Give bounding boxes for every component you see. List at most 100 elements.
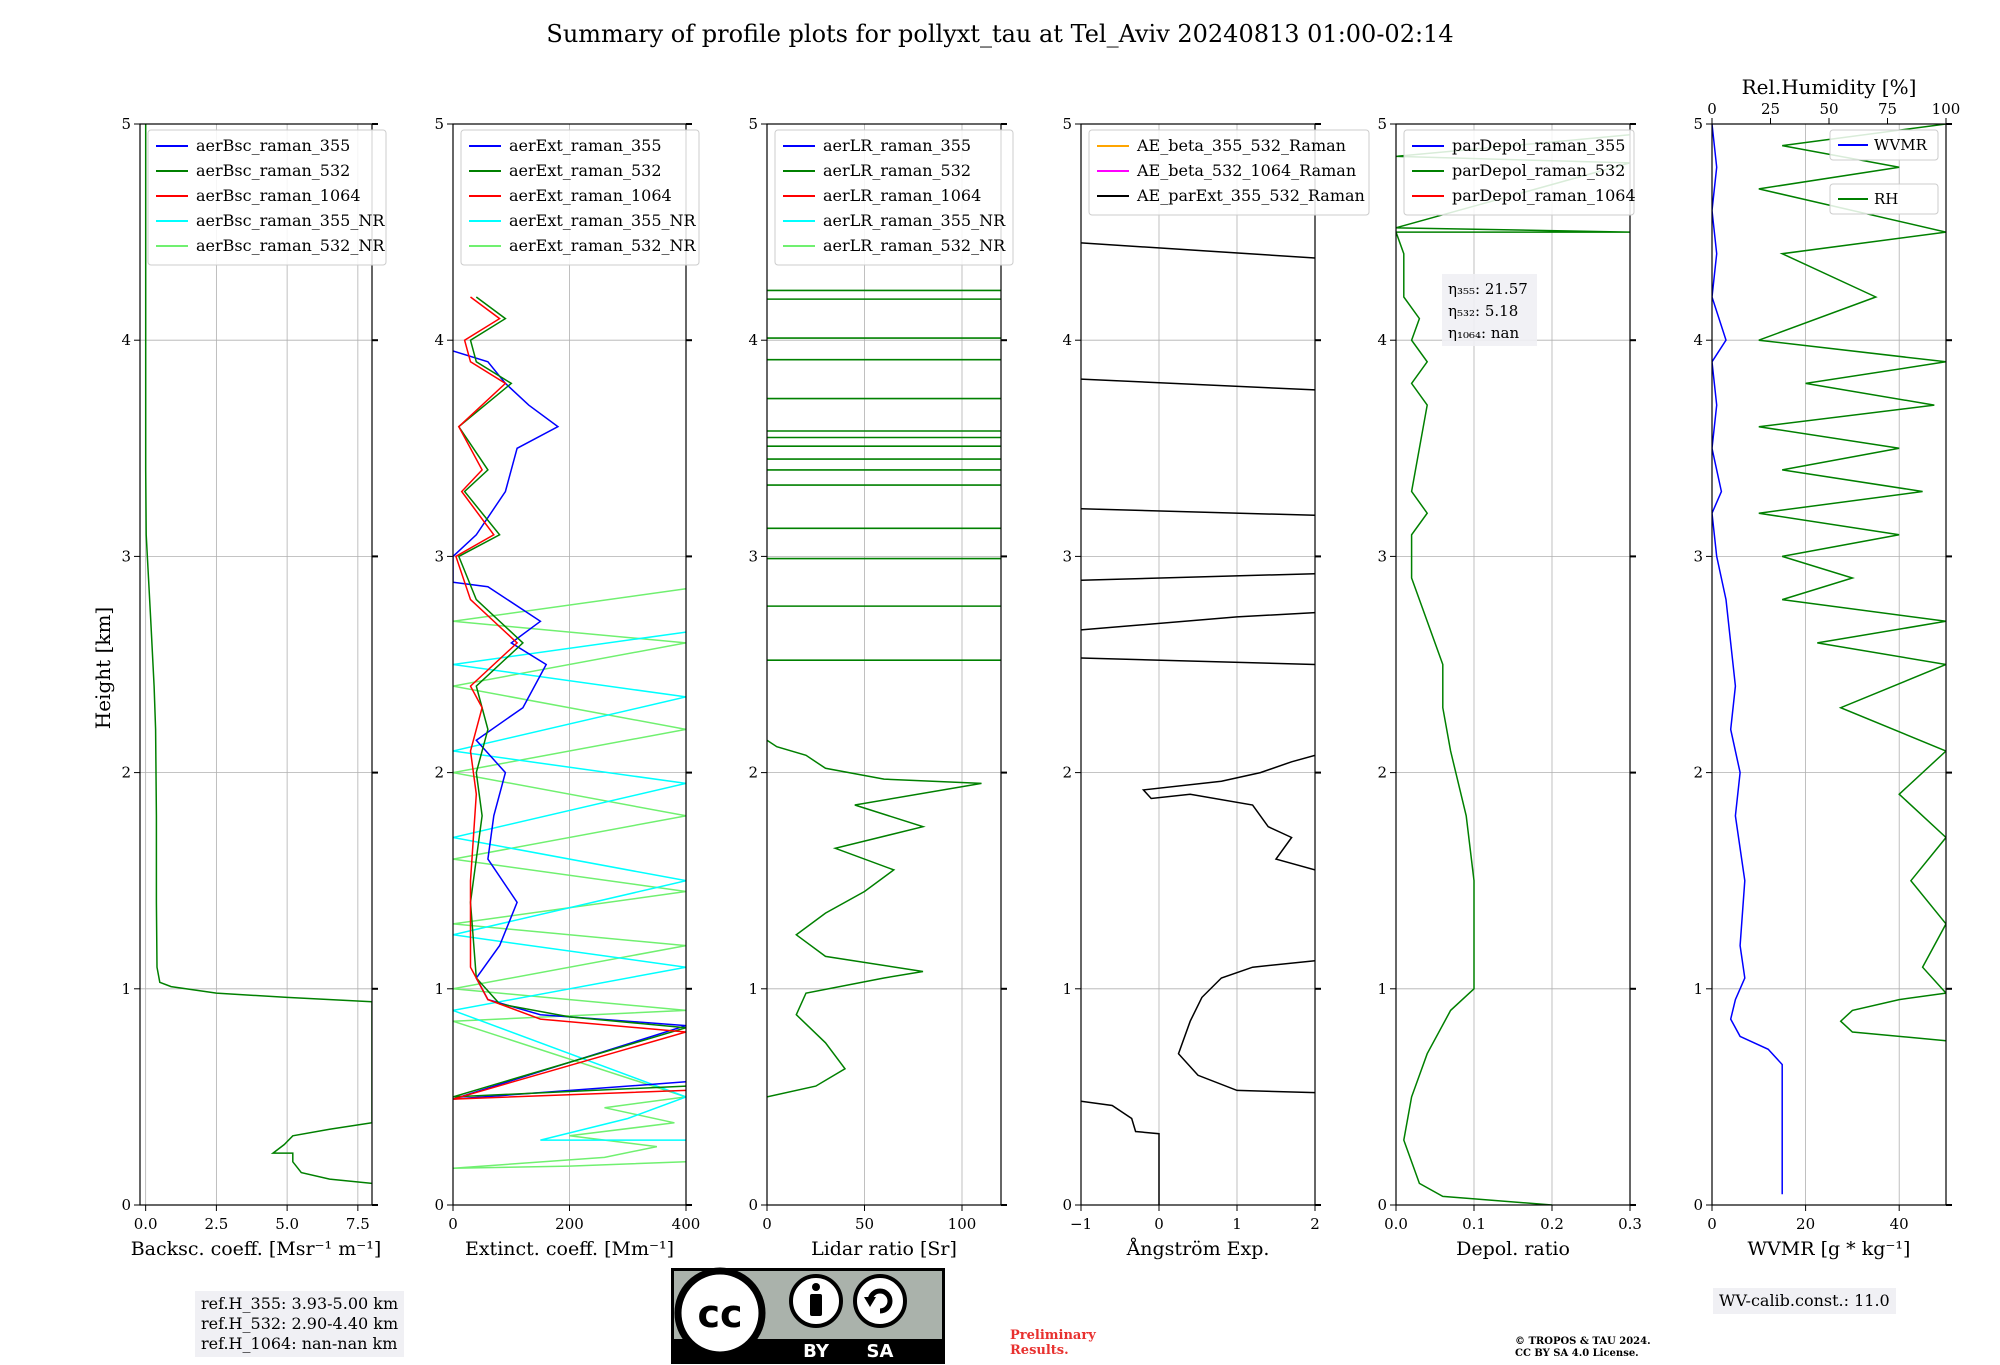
eta-annotation-box	[1442, 274, 1537, 346]
ref-height-1064: ref.H_1064: nan-nan km	[201, 1334, 398, 1353]
share-alike-arrowhead	[864, 1297, 876, 1307]
x-tick-label: 7.5	[346, 1215, 370, 1233]
y-tick-label: 3	[434, 547, 444, 565]
top-x-tick-label: 100	[1932, 100, 1961, 118]
legend-label: aerLR_raman_355_NR	[823, 211, 1006, 230]
panel-ext: 0 1 2 3 4 5 0 200 400 Extinct. coeff. [Mm⁻¹] aerEx…	[434, 115, 700, 1260]
cc-letters: cc	[697, 1292, 742, 1336]
legend-label: RH	[1874, 190, 1898, 208]
attribution-head	[812, 1283, 820, 1291]
legend-label: parDepol_raman_355	[1452, 136, 1625, 155]
top-x-tick-label: 25	[1761, 100, 1780, 118]
y-tick-label: 5	[1062, 115, 1072, 133]
ref-height-355: ref.H_355: 3.93-5.00 km	[201, 1294, 399, 1313]
copyright-line-2: CC BY SA 4.0 License.	[1515, 1348, 1639, 1359]
series-line-parDepol_raman_532	[1396, 134, 1630, 1205]
legend-label: aerExt_raman_532	[509, 161, 662, 180]
x-tick-label: 0	[1154, 1215, 1164, 1233]
y-tick-label: 1	[121, 980, 131, 998]
series-group	[1081, 242, 1315, 1205]
y-tick-label: 4	[434, 331, 444, 349]
x-tick-label: 40	[1890, 1215, 1909, 1233]
y-tick-label: 3	[1693, 547, 1703, 565]
y-tick-label: 4	[121, 331, 131, 349]
x-tick-label: 100	[948, 1215, 977, 1233]
y-axis-label: Height [km]	[91, 607, 115, 729]
legend-box	[1829, 183, 1939, 215]
axes-frame	[1395, 123, 1631, 1206]
series-line-RH	[1758, 124, 1946, 1042]
series-line-aerLR_raman_532	[767, 739, 982, 1098]
y-tick-label: 0	[1693, 1196, 1703, 1214]
series-group	[1712, 124, 1946, 1195]
y-tick-label: 2	[748, 764, 758, 782]
legend-label: AE_beta_532_1064_Raman	[1136, 161, 1356, 180]
x-tick-label: 5.0	[275, 1215, 299, 1233]
panel-depol: 0 1 2 3 4 5 0.0 0.1 0.2 0.3 Depol. ratio parDepol_r…	[1377, 115, 1641, 1260]
x-tick-label: −1	[1070, 1215, 1092, 1233]
x-tick-label: 0.0	[1384, 1215, 1408, 1233]
y-tick-label: 5	[121, 115, 131, 133]
x-tick-label: 2	[1310, 1215, 1320, 1233]
x-tick-label: 20	[1796, 1215, 1815, 1233]
series-line-aerBsc_raman_532	[144, 124, 372, 1185]
preliminary-line-2: Results.	[1010, 1343, 1069, 1358]
y-tick-label: 2	[1693, 764, 1703, 782]
x-tick-label: 200	[555, 1215, 584, 1233]
legend-label: WVMR	[1874, 136, 1928, 154]
by-label: BY	[803, 1341, 830, 1362]
series-group	[144, 124, 372, 1185]
series-line-aerExt_raman_1064	[453, 296, 686, 1100]
top-x-axis-label: Rel.Humidity [%]	[1742, 75, 1917, 99]
y-tick-label: 3	[748, 547, 758, 565]
copyright-notice: © TROPOS & TAU 2024. CC BY SA 4.0 Licens…	[1515, 1336, 1651, 1360]
x-tick-label: 0.3	[1618, 1215, 1642, 1233]
share-alike-icon	[853, 1274, 907, 1328]
x-tick-label: 0.0	[134, 1215, 158, 1233]
series-group	[453, 296, 686, 1169]
y-tick-label: 2	[1377, 764, 1387, 782]
legend-label: AE_parExt_355_532_Raman	[1136, 186, 1365, 205]
legend-label: aerLR_raman_532	[823, 161, 971, 180]
panel-bsc: 0 1 2 3 4 5 0.0 2.5 5.0 7.5 Backsc. coeff. [Msr⁻¹ …	[121, 115, 387, 1260]
x-tick-label: 0	[448, 1215, 458, 1233]
x-axis-label: Ångström Exp.	[1126, 1238, 1270, 1260]
legend-label: aerLR_raman_1064	[823, 186, 981, 205]
x-tick-label: 0	[762, 1215, 772, 1233]
series-line-AE_parExt_355_532_Raman	[1141, 754, 1315, 871]
cc-by-sa-license-badge: cc BY SA	[671, 1267, 945, 1364]
y-tick-label: 0	[748, 1196, 758, 1214]
y-tick-label: 4	[1693, 331, 1703, 349]
x-axis-label: Extinct. coeff. [Mm⁻¹]	[465, 1238, 674, 1260]
series-group	[1396, 134, 1630, 1205]
legend-label: parDepol_raman_532	[1452, 161, 1625, 180]
y-tick-label: 5	[748, 115, 758, 133]
eta-annotation: η₁₀₆₄: nan	[1448, 324, 1519, 342]
legend-label: aerExt_raman_1064	[509, 186, 672, 205]
attribution-body	[810, 1294, 822, 1316]
share-alike-arrow	[867, 1288, 893, 1314]
y-tick-label: 5	[434, 115, 444, 133]
y-tick-label: 2	[434, 764, 444, 782]
x-tick-label: 0.2	[1540, 1215, 1564, 1233]
x-tick-label: 400	[672, 1215, 701, 1233]
legend-label: aerBsc_raman_532	[196, 161, 350, 180]
ref-heights-box: ref.H_355: 3.93-5.00 km ref.H_532: 2.90-…	[195, 1291, 405, 1357]
y-tick-label: 5	[1693, 115, 1703, 133]
legend-label: aerBsc_raman_1064	[196, 186, 361, 205]
top-x-tick-label: 75	[1878, 100, 1897, 118]
figure-title: Summary of profile plots for pollyxt_tau…	[546, 20, 1454, 48]
y-tick-label: 4	[1377, 331, 1387, 349]
legend-box	[460, 129, 700, 266]
axes-frame	[1080, 123, 1316, 1206]
series-group	[767, 289, 1001, 1098]
legend-box	[1088, 129, 1370, 216]
x-tick-label: 0	[1707, 1215, 1717, 1233]
series-line-AE_parExt_355_532_Raman	[1081, 508, 1315, 517]
y-tick-label: 0	[121, 1196, 131, 1214]
y-tick-label: 1	[1062, 980, 1072, 998]
